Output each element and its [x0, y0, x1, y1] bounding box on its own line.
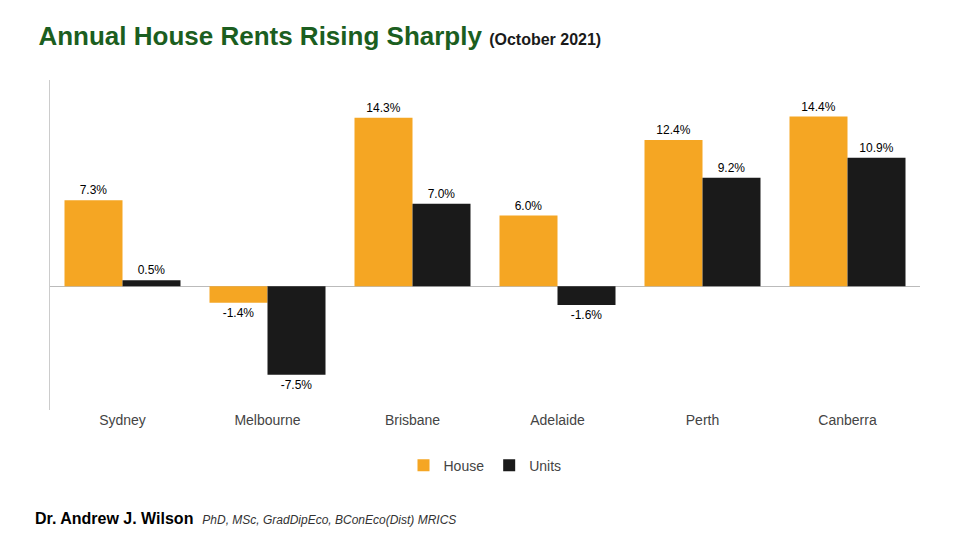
svg-text:14.3%: 14.3% — [366, 101, 400, 115]
svg-text:9.2%: 9.2% — [718, 161, 746, 175]
svg-text:Canberra: Canberra — [818, 412, 877, 428]
svg-text:6.0%: 6.0% — [515, 199, 543, 213]
svg-text:7.3%: 7.3% — [80, 183, 108, 197]
svg-text:0.5%: 0.5% — [138, 263, 166, 277]
svg-text:Perth: Perth — [686, 412, 719, 428]
svg-text:-1.4%: -1.4% — [223, 306, 255, 320]
svg-text:Melbourne: Melbourne — [234, 412, 300, 428]
svg-text:Units: Units — [529, 458, 561, 474]
svg-text:Annual House Rents Rising Shar: Annual House Rents Rising Sharply (Octob… — [38, 21, 601, 51]
svg-text:10.9%: 10.9% — [859, 141, 893, 155]
svg-text:Brisbane: Brisbane — [385, 412, 440, 428]
svg-text:Sydney: Sydney — [99, 412, 146, 428]
svg-text:Adelaide: Adelaide — [530, 412, 585, 428]
svg-text:7.0%: 7.0% — [428, 187, 456, 201]
svg-text:-1.6%: -1.6% — [571, 308, 603, 322]
svg-text:House: House — [444, 458, 485, 474]
svg-text:14.4%: 14.4% — [801, 100, 835, 114]
svg-text:-7.5%: -7.5% — [281, 378, 313, 392]
svg-text:12.4%: 12.4% — [656, 123, 690, 137]
svg-text:Dr. Andrew J. Wilson PhD, MSc: Dr. Andrew J. Wilson PhD, MSc, GradDipEc… — [35, 510, 456, 527]
